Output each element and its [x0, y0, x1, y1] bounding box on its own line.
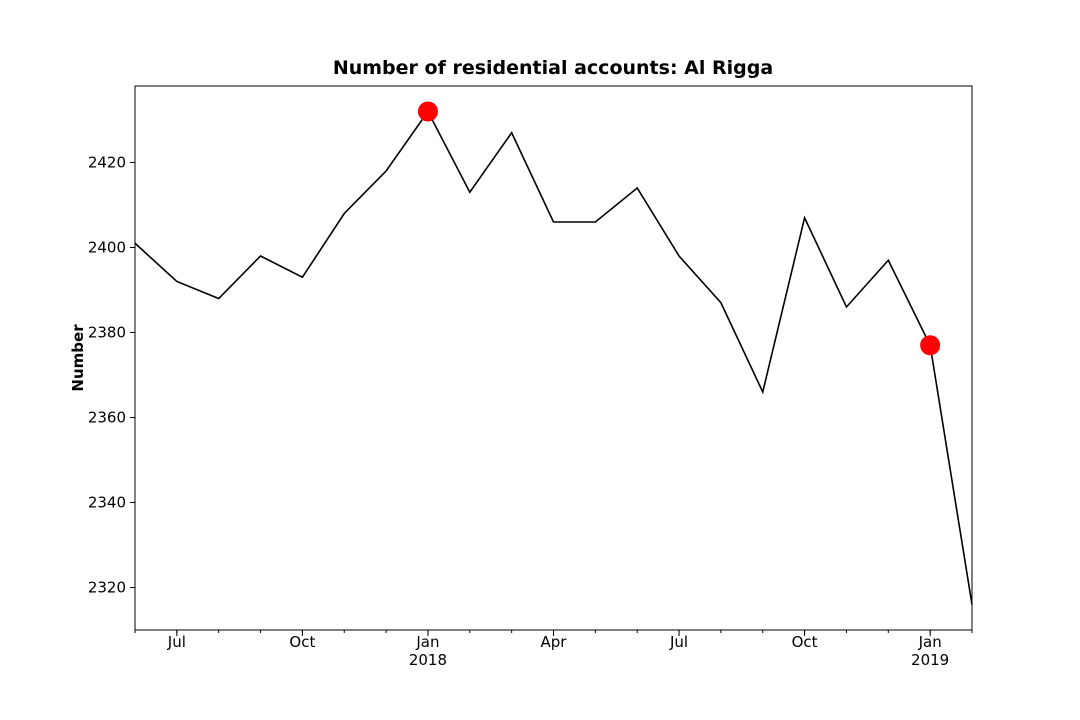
x-tick-label: Oct [289, 633, 315, 651]
plot-frame [134, 85, 973, 631]
x-tick-label: Jan 2019 [911, 633, 949, 669]
x-tick-label: Jul [167, 633, 186, 651]
highlight-marker [417, 101, 438, 122]
y-tick-label: 2340 [88, 494, 126, 512]
y-tick-label: 2420 [88, 154, 126, 172]
y-tick-label: 2360 [88, 409, 126, 427]
line-series [134, 109, 973, 605]
x-tick-label: Jul [669, 633, 688, 651]
highlight-marker [920, 335, 941, 356]
y-axis-label: Number [69, 324, 87, 392]
y-tick-label: 2400 [88, 239, 126, 257]
y-tick-label: 2380 [88, 324, 126, 342]
x-tick-label: Jan 2018 [409, 633, 447, 669]
chart-title: Number of residential accounts: Al Rigga [333, 57, 773, 79]
y-tick-label: 2320 [88, 579, 126, 597]
x-tick-label: Oct [792, 633, 818, 651]
x-tick-label: Apr [541, 633, 568, 651]
